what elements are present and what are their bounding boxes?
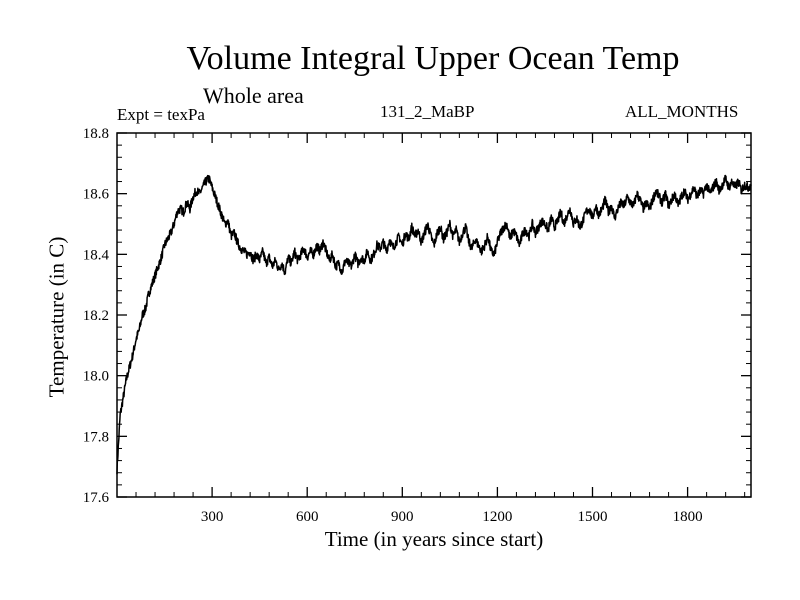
x-tick-label: 900 bbox=[391, 509, 414, 525]
y-tick-label: 18.4 bbox=[83, 247, 110, 263]
y-tick-label: 18.2 bbox=[83, 308, 109, 324]
x-tick-label: 1800 bbox=[673, 509, 703, 525]
months-label: ALL_MONTHS bbox=[625, 102, 739, 121]
x-tick-label: 1500 bbox=[578, 509, 608, 525]
y-tick-label: 17.8 bbox=[83, 429, 109, 445]
y-tick-label: 18.0 bbox=[83, 369, 109, 385]
x-tick-label: 300 bbox=[201, 509, 224, 525]
run-label: 131_2_MaBP bbox=[380, 102, 475, 121]
y-tick-label: 18.6 bbox=[83, 187, 110, 203]
x-tick-label: 600 bbox=[296, 509, 319, 525]
x-axis-label: Time (in years since start) bbox=[324, 527, 544, 551]
y-tick-label: 17.6 bbox=[83, 490, 110, 506]
chart-title: Volume Integral Upper Ocean Temp bbox=[186, 40, 680, 77]
x-tick-label: 1200 bbox=[482, 509, 512, 525]
temperature-series-line bbox=[116, 174, 752, 475]
chart-subtitle: Whole area bbox=[203, 83, 304, 108]
y-tick-label: 18.8 bbox=[83, 126, 109, 142]
experiment-label: Expt = texPa bbox=[117, 105, 205, 124]
